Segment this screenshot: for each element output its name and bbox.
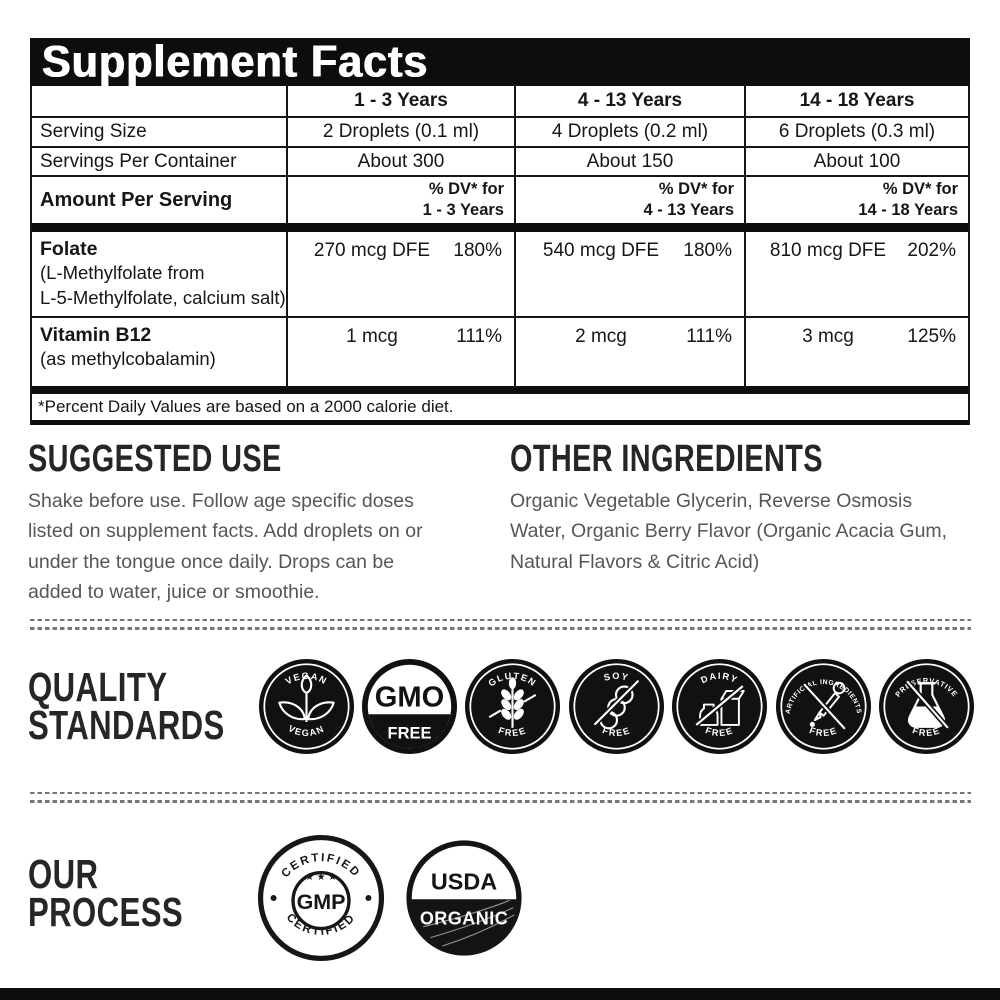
- servings-per-container-value-3: About 100: [746, 148, 968, 177]
- servings-per-container-label: Servings Per Container: [32, 148, 288, 177]
- dropper-crossed-icon: [802, 681, 847, 731]
- gmp-certified-badge-seal: CERTIFIED CERTIFIED ★ ★ ★ GMP: [257, 834, 385, 962]
- dv-header-3: % DV* for 14 - 18 Years: [746, 177, 968, 223]
- dairy-free-badge-seal: DAIRY FREE: [671, 658, 768, 755]
- gmo-free-badge: GMO FREE: [361, 658, 458, 760]
- serving-size-label: Serving Size: [32, 118, 288, 148]
- artificial-ingredients-free-badge: ARTIFICIAL INGREDIENTS FREE: [775, 658, 872, 760]
- preservative-free-badge-seal: PRESERVATIVE FREE: [878, 658, 975, 755]
- dv-header-line1: % DV* for: [428, 180, 504, 199]
- field-lines: [423, 899, 515, 947]
- dv-header-age: 1 - 3 Years: [422, 201, 504, 219]
- folate-value-2: 540 mcg DFE 180%: [516, 232, 746, 318]
- age-group-header-2: 4 - 13 Years: [516, 86, 746, 118]
- table-bottom-bar: [32, 420, 968, 425]
- svg-text:DAIRY: DAIRY: [699, 671, 740, 686]
- suggested-use-body: Shake before use. Follow age specific do…: [28, 490, 423, 604]
- soy-free-badge: SOY FREE: [568, 658, 665, 760]
- wheat-crossed-icon: [488, 677, 537, 728]
- dashed-divider: [30, 619, 971, 636]
- serving-size-value-2: 4 Droplets (0.2 ml): [516, 118, 746, 148]
- soy-free-badge-seal: SOY FREE: [568, 658, 665, 755]
- svg-text:FREE: FREE: [911, 725, 942, 738]
- soybean-crossed-icon: [592, 678, 641, 730]
- vegan-badge-seal: VEGAN VEGAN: [258, 658, 355, 755]
- age-group-header-1: 1 - 3 Years: [288, 86, 516, 118]
- empty-corner-cell: [32, 86, 288, 118]
- other-ingredients-body: Organic Vegetable Glycerin, Reverse Osmo…: [510, 490, 948, 573]
- supplement-facts-table: 1 - 3 Years 4 - 13 Years 14 - 18 Years S…: [30, 86, 970, 425]
- supplement-facts-title: Supplement Facts: [42, 36, 429, 87]
- suggested-use-heading: SUGGESTED USE: [28, 438, 282, 480]
- dv-header-line1: % DV* for: [882, 180, 958, 199]
- organic-text: ORGANIC: [420, 908, 508, 928]
- b12-value-1: 1 mcg 111%: [288, 318, 516, 386]
- nutrient-name-folate: Folate (L-Methylfolate from L-5-Methylfo…: [32, 232, 288, 318]
- gmp-text: GMP: [297, 890, 346, 914]
- gluten-free-badge: GLUTEN FREE: [464, 658, 561, 760]
- supplement-facts-titlebar: Supplement Facts: [30, 36, 970, 87]
- other-ingredients-heading: OTHER INGREDIENTS: [510, 438, 823, 480]
- b12-value-2: 2 mcg 111%: [516, 318, 746, 386]
- folate-value-1: 270 mcg DFE 180%: [288, 232, 516, 318]
- servings-per-container-value-1: About 300: [288, 148, 516, 177]
- b12-value-3: 3 mcg 125%: [802, 326, 956, 347]
- flask-crossed-icon: [905, 679, 950, 730]
- nutrient-name-b12: Vitamin B12 (as methylcobalamin): [32, 318, 288, 386]
- gmo-text: GMO: [375, 682, 445, 714]
- folate-value-3: 810 mcg DFE 202%: [746, 232, 968, 318]
- svg-text:FREE: FREE: [704, 725, 735, 738]
- dv-header-1: % DV* for 1 - 3 Years: [288, 177, 516, 223]
- dv-header-line1: % DV* for: [658, 180, 734, 199]
- dv-header-2: % DV* for 4 - 13 Years: [516, 177, 746, 223]
- svg-text:FREE: FREE: [497, 725, 528, 738]
- gluten-free-badge-seal: GLUTEN FREE: [464, 658, 561, 755]
- quality-standards-heading: QUALITY STANDARDS: [28, 664, 225, 749]
- gmp-certified-badge: CERTIFIED CERTIFIED ★ ★ ★ GMP: [256, 833, 386, 968]
- right-dot: [365, 895, 372, 901]
- servings-per-container-value-2: About 150: [516, 148, 746, 177]
- dv-header-age: 4 - 13 Years: [643, 201, 734, 219]
- age-group-header-3: 14 - 18 Years: [746, 86, 968, 118]
- left-dot: [270, 895, 277, 901]
- dairy-free-badge: DAIRY FREE: [671, 658, 768, 760]
- milk-crossed-icon: [694, 684, 745, 727]
- vegan-badge: VEGAN VEGAN: [258, 658, 355, 760]
- svg-text:VEGAN: VEGAN: [287, 723, 327, 738]
- plant-icon: [278, 674, 335, 723]
- usda-text: USDA: [431, 869, 497, 895]
- stars: ★ ★ ★: [305, 872, 337, 883]
- usda-organic-badge: USDA ORGANIC: [404, 838, 524, 963]
- artificial-ingredients-free-badge-seal: ARTIFICIAL INGREDIENTS FREE: [775, 658, 872, 755]
- usda-organic-badge-seal: USDA ORGANIC: [406, 840, 522, 956]
- daily-value-footnote: *Percent Daily Values are based on a 200…: [38, 397, 454, 416]
- divider-bar: [32, 223, 968, 232]
- serving-size-value-3: 6 Droplets (0.3 ml): [746, 118, 968, 148]
- dv-header-age: 14 - 18 Years: [858, 201, 958, 219]
- divider-bar: [32, 386, 968, 394]
- bottom-border-bar: [0, 988, 1000, 1000]
- svg-text:FREE: FREE: [808, 725, 839, 738]
- dashed-divider: [30, 792, 971, 809]
- svg-text:SOY: SOY: [603, 671, 630, 683]
- gmo-free-badge-seal: GMO FREE: [361, 658, 458, 755]
- preservative-free-badge: PRESERVATIVE FREE: [878, 658, 975, 760]
- our-process-heading: OUR PROCESS: [28, 851, 184, 936]
- svg-text:FREE: FREE: [388, 725, 432, 743]
- serving-size-value-1: 2 Droplets (0.1 ml): [288, 118, 516, 148]
- amount-per-serving-label: Amount Per Serving: [32, 177, 288, 223]
